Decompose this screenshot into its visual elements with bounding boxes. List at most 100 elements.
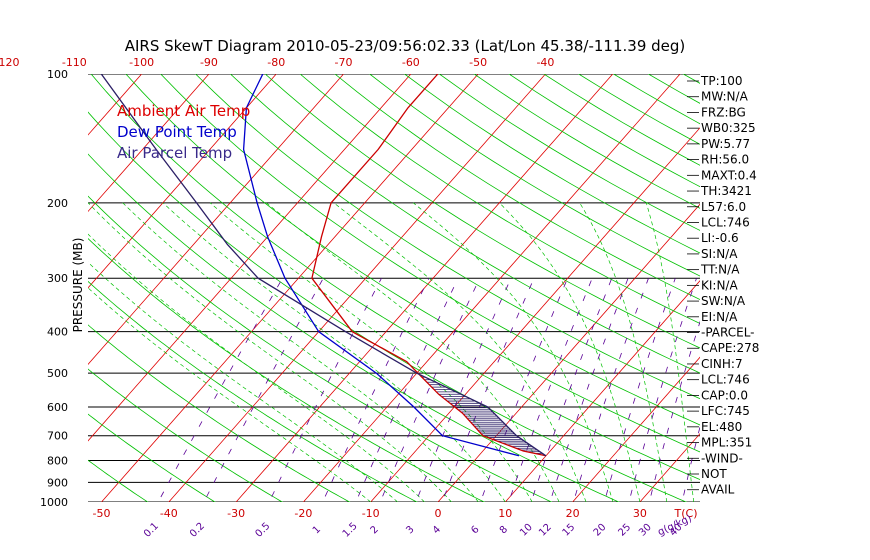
side-panel-item: LCL:746 xyxy=(701,373,750,387)
mixing-ratio-line xyxy=(549,278,629,502)
mixing-ratio-label: 8 xyxy=(498,524,510,536)
mixing-ratio-line xyxy=(681,425,700,502)
top-temp-tick-label: -50 xyxy=(469,56,487,69)
side-panel-item: SW:N/A xyxy=(701,294,746,308)
dry-adiabat-line xyxy=(160,74,700,426)
top-temp-tick-label: -100 xyxy=(129,56,154,69)
dry-adiabat-line xyxy=(439,74,700,231)
dry-adiabat-line xyxy=(788,74,870,511)
mixing-ratio-label: 0.2 xyxy=(188,521,207,540)
bottom-temp-tick-label: 30 xyxy=(633,507,647,520)
side-panel: TP:100MW:N/AFRZ:BGWB0:325PW:5.77RH:56.0M… xyxy=(687,74,759,497)
isotherm-line xyxy=(842,74,870,502)
dry-adiabat-line xyxy=(88,324,351,502)
mixing-ratio-label: 20 xyxy=(592,522,609,539)
moist-adiabat-line xyxy=(266,202,560,502)
side-panel-item: MAXT:0.4 xyxy=(701,168,757,182)
side-panel-item: LI:-0.6 xyxy=(701,231,739,245)
series-lines xyxy=(100,74,547,457)
mixing-ratio-label: 1 xyxy=(311,524,323,536)
mixing-ratio-label: 15 xyxy=(561,522,578,539)
legend-entry: Dew Point Temp xyxy=(117,123,237,141)
moist-adiabat-line xyxy=(122,202,479,502)
dry-adiabat-line xyxy=(334,74,700,300)
dry-adiabat-line xyxy=(230,74,700,374)
series-line-dew-point-temp xyxy=(242,74,520,457)
legend: Ambient Air Temp Dew Point Temp Air Parcel… xyxy=(117,102,250,162)
side-panel-item: TT:N/A xyxy=(700,263,740,277)
side-panel-item: MPL:351 xyxy=(701,436,752,450)
pressure-tick-label: 700 xyxy=(47,430,68,443)
dry-adiabat-line xyxy=(90,74,700,480)
moist-adiabat-line xyxy=(499,202,641,502)
side-panel-item: MW:N/A xyxy=(701,90,749,104)
bottom-temp-tick-label: -30 xyxy=(227,507,245,520)
chart-title: AIRS SkewT Diagram 2010-05-23/09:56:02.3… xyxy=(125,37,686,55)
moist-adiabat-line xyxy=(88,202,452,502)
dry-adiabat-line xyxy=(88,459,149,502)
mixing-ratio-line xyxy=(572,278,649,502)
dry-adiabat-line xyxy=(88,413,216,502)
isotherm-line xyxy=(437,203,700,502)
bottom-temp-tick-label: 0 xyxy=(435,507,442,520)
isotherm-line xyxy=(370,127,700,502)
bottom-temp-tick-label: -20 xyxy=(294,507,312,520)
mixing-ratio-label: 1.5 xyxy=(341,521,360,540)
moist-adiabat-line xyxy=(333,202,587,502)
legend-entry: Ambient Air Temp xyxy=(117,102,250,120)
dry-adiabat-line xyxy=(195,74,700,400)
isotherm-line xyxy=(303,74,681,502)
dry-adiabat-line xyxy=(473,74,700,209)
dry-adiabat-line xyxy=(88,368,284,502)
bottom-temp-tick-label: -50 xyxy=(93,507,111,520)
pressure-tick-label: 500 xyxy=(47,367,68,380)
isotherm-line xyxy=(775,74,870,502)
side-panel-item: RH:56.0 xyxy=(701,153,749,167)
dry-adiabat-line xyxy=(125,74,700,453)
isotherm-line xyxy=(88,74,412,442)
moist-adiabat-line xyxy=(209,202,533,502)
moist-adiabat-line xyxy=(88,261,398,502)
side-panel-item: TH:3421 xyxy=(700,184,752,198)
dry-adiabat-line xyxy=(369,74,700,277)
isotherm-line xyxy=(235,74,614,502)
mixing-ratio-line xyxy=(480,278,568,502)
isotherm-line xyxy=(88,74,210,213)
mixing-ratio-line xyxy=(508,278,593,502)
isotherm-line xyxy=(639,433,700,502)
side-panel-item: NOT xyxy=(701,467,727,481)
mixing-ratio-label: 12 xyxy=(537,522,554,539)
moist-adiabat-line xyxy=(645,202,695,502)
pressure-tick-label: 100 xyxy=(47,68,68,81)
top-temp-tick-label: -40 xyxy=(536,56,554,69)
dry-adiabat-line xyxy=(88,238,486,502)
mixing-ratio-line xyxy=(603,278,676,502)
side-panel-item: WB0:325 xyxy=(701,121,756,135)
dry-adiabat-line xyxy=(88,280,418,502)
pressure-tick-label: 300 xyxy=(47,272,68,285)
side-panel-item: KI:N/A xyxy=(701,278,738,292)
dry-adiabat-line xyxy=(88,153,620,502)
dry-adiabat-line xyxy=(648,74,700,104)
side-panel-item: AVAIL xyxy=(701,483,735,497)
mixing-ratio-line xyxy=(628,278,697,502)
isotherm-line xyxy=(572,356,700,502)
mixing-ratio-line xyxy=(441,278,535,502)
grid-lines xyxy=(0,74,870,511)
dry-adiabat-line xyxy=(299,74,700,324)
pressure-tick-label: 900 xyxy=(47,476,68,489)
side-panel-item: -PARCEL- xyxy=(701,326,755,340)
mixing-ratio-line xyxy=(379,278,481,502)
mixing-ratio-label: 10 xyxy=(518,522,535,539)
isotherm-line xyxy=(88,74,344,365)
pressure-tick-label: 400 xyxy=(47,326,68,339)
mixing-ratio-label: 4 xyxy=(431,524,443,536)
pressure-tick-label: 800 xyxy=(47,455,68,468)
side-panel-item: TP:100 xyxy=(700,74,743,88)
mixing-ratio-label: 0.1 xyxy=(142,521,161,540)
moist-adiabat-line xyxy=(88,233,425,502)
top-temp-tick-label: -90 xyxy=(200,56,218,69)
isotherm-line xyxy=(0,74,7,502)
moist-adiabat-line xyxy=(162,202,506,502)
